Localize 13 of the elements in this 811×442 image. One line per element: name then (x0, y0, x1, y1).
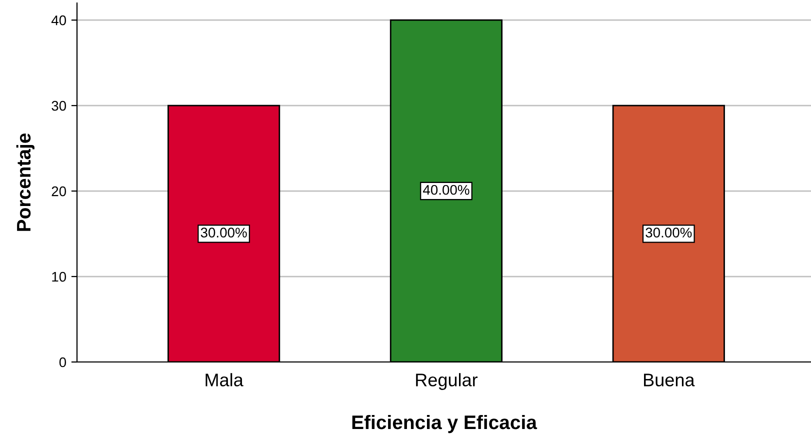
x-axis-title: Eficiencia y Eficacia (352, 414, 538, 434)
y-axis-title: Porcentaje (16, 133, 34, 231)
y-tick-label: 10 (52, 272, 66, 282)
y-tick-label: 40 (51, 15, 66, 26)
x-tick-label: Regular (416, 373, 478, 390)
data-label: 30.00% (200, 228, 247, 238)
x-tick-label: Mala (206, 373, 244, 386)
y-tick-label: 0 (59, 357, 66, 368)
y-tick-label: 20 (52, 186, 66, 196)
data-label: 40.00% (422, 184, 470, 195)
data-label: 30.00% (646, 228, 692, 238)
y-tick-label: 30 (52, 100, 66, 111)
x-tick-label: Buena (644, 374, 695, 386)
